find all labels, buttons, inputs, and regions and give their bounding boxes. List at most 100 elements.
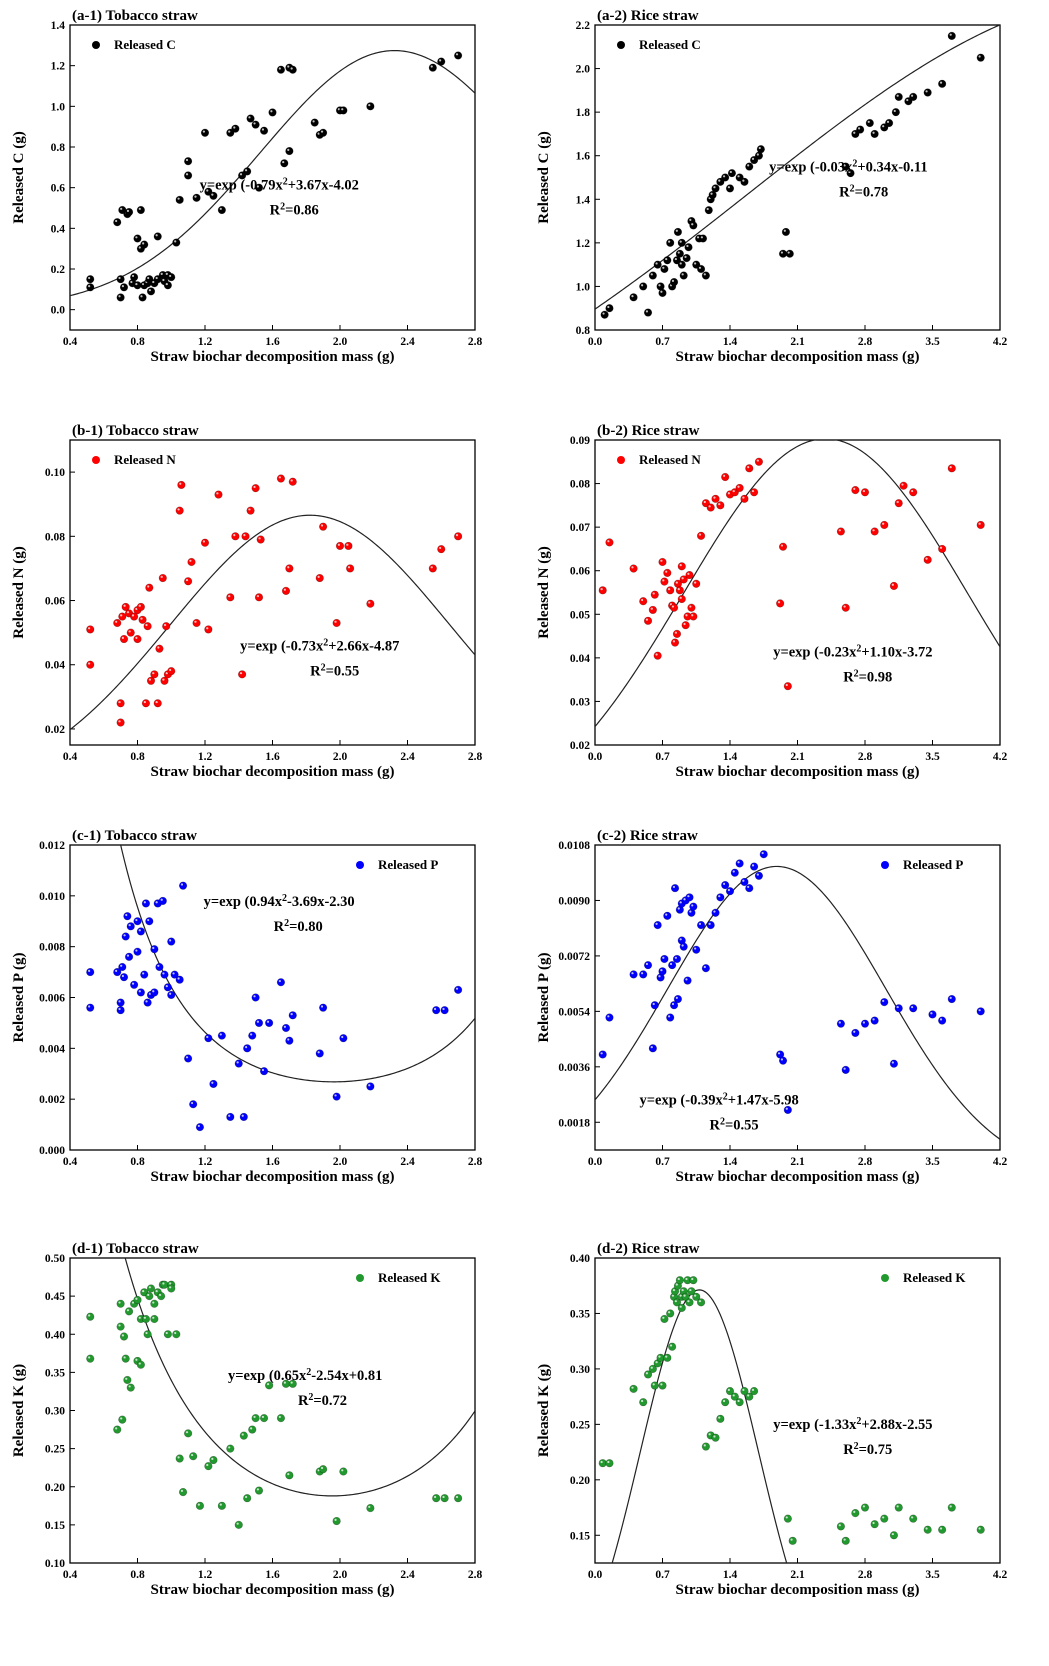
x-tick-label: 4.2	[993, 751, 1008, 763]
data-point-highlight	[650, 273, 653, 276]
data-point	[923, 555, 932, 564]
data-point	[209, 1455, 218, 1465]
y-tick-label: 0.35	[45, 1367, 65, 1379]
data-point	[192, 618, 201, 628]
data-point-highlight	[347, 566, 351, 569]
x-tick-label: 0.7	[655, 1156, 670, 1168]
data-point	[86, 275, 95, 284]
data-point-highlight	[896, 94, 899, 97]
data-point-highlight	[120, 614, 123, 617]
data-point	[889, 1531, 899, 1540]
data-point-highlight	[607, 1015, 610, 1018]
data-point-highlight	[747, 1394, 750, 1397]
data-point-highlight	[691, 904, 694, 907]
panel-title: (d-1) Tobacco straw	[72, 1241, 199, 1257]
data-point-highlight	[906, 98, 909, 102]
data-point	[136, 205, 145, 215]
data-point-highlight	[228, 595, 231, 598]
data-point-highlight	[126, 954, 130, 957]
data-point	[251, 120, 260, 129]
data-point-highlight	[177, 197, 180, 200]
data-point-highlight	[118, 1301, 121, 1304]
data-point-highlight	[911, 1005, 914, 1009]
y-tick-label: 0.4	[51, 223, 66, 235]
data-point	[639, 1398, 648, 1407]
data-point-highlight	[732, 1394, 735, 1397]
data-point-highlight	[641, 1399, 644, 1403]
data-point	[670, 638, 680, 647]
data-point-highlight	[118, 720, 121, 723]
data-point-highlight	[886, 120, 890, 123]
data-point	[178, 881, 188, 890]
data-point-highlight	[177, 508, 180, 511]
panel-1: (a-1) Tobacco straw 0.4 0.8 1.2 1.6 2.0 2.4 2.8…	[11, 8, 482, 365]
data-point	[133, 234, 142, 243]
y-tick-label: 0.8	[576, 325, 591, 337]
y-tick-label: 1.4	[576, 194, 591, 206]
data-point	[650, 1381, 659, 1390]
x-tick-label: 1.4	[723, 751, 738, 763]
data-point	[276, 474, 286, 483]
data-point-highlight	[256, 1020, 259, 1023]
data-point-highlight	[123, 604, 126, 607]
y-tick-label: 0.35	[570, 1308, 590, 1320]
data-point-highlight	[785, 1107, 788, 1110]
data-point-highlight	[671, 1294, 675, 1297]
data-point-highlight	[320, 130, 324, 133]
data-point-highlight	[641, 598, 644, 602]
data-point-highlight	[433, 1495, 437, 1499]
data-point	[315, 573, 324, 583]
data-point-highlight	[939, 81, 943, 84]
data-point-highlight	[691, 1277, 694, 1281]
data-point-highlight	[118, 276, 121, 280]
data-point	[141, 699, 151, 708]
data-point	[234, 1059, 243, 1068]
data-point	[116, 293, 125, 302]
data-point	[938, 1016, 947, 1025]
data-point-highlight	[694, 947, 697, 950]
data-point-highlight	[258, 537, 261, 540]
data-point-highlight	[862, 1505, 866, 1508]
data-point	[239, 1431, 248, 1440]
x-tick-label: 2.8	[858, 751, 873, 763]
data-point	[740, 177, 749, 186]
data-point	[344, 541, 353, 551]
data-point-highlight	[652, 1383, 655, 1386]
data-point	[894, 92, 903, 101]
data-point-highlight	[228, 1446, 231, 1449]
data-point	[663, 256, 672, 265]
data-point-highlight	[685, 1277, 688, 1281]
data-point	[750, 488, 759, 497]
data-point-highlight	[368, 1505, 371, 1508]
data-point-highlight	[368, 104, 371, 107]
data-point	[698, 234, 708, 243]
data-point	[268, 108, 277, 117]
data-point-highlight	[708, 505, 711, 508]
x-tick-label: 4.2	[993, 336, 1008, 348]
data-point-highlight	[901, 483, 904, 486]
data-point	[675, 586, 684, 595]
data-point	[648, 271, 657, 280]
y-tick-label: 0.03	[570, 696, 590, 708]
data-point-highlight	[142, 242, 145, 245]
panel-title: (d-2) Rice straw	[597, 1241, 700, 1257]
data-point-highlight	[665, 1355, 668, 1358]
data-point	[288, 477, 297, 486]
data-point	[153, 699, 162, 708]
data-point	[167, 667, 176, 676]
data-point-highlight	[131, 982, 135, 985]
data-point-highlight	[698, 266, 702, 269]
data-point-highlight	[882, 999, 885, 1003]
x-tick-label: 0.7	[655, 336, 670, 348]
data-point	[750, 1386, 759, 1396]
legend-label: Released N	[639, 452, 701, 467]
data-point-highlight	[346, 543, 349, 546]
data-point-highlight	[727, 888, 731, 892]
data-point	[685, 1298, 694, 1307]
data-point-highlight	[197, 1124, 200, 1128]
data-point-highlight	[862, 489, 866, 493]
legend-marker	[881, 861, 889, 869]
y-axis-label: Released P (g)	[11, 953, 27, 1043]
data-point-highlight	[88, 1005, 91, 1008]
data-point	[319, 522, 328, 531]
